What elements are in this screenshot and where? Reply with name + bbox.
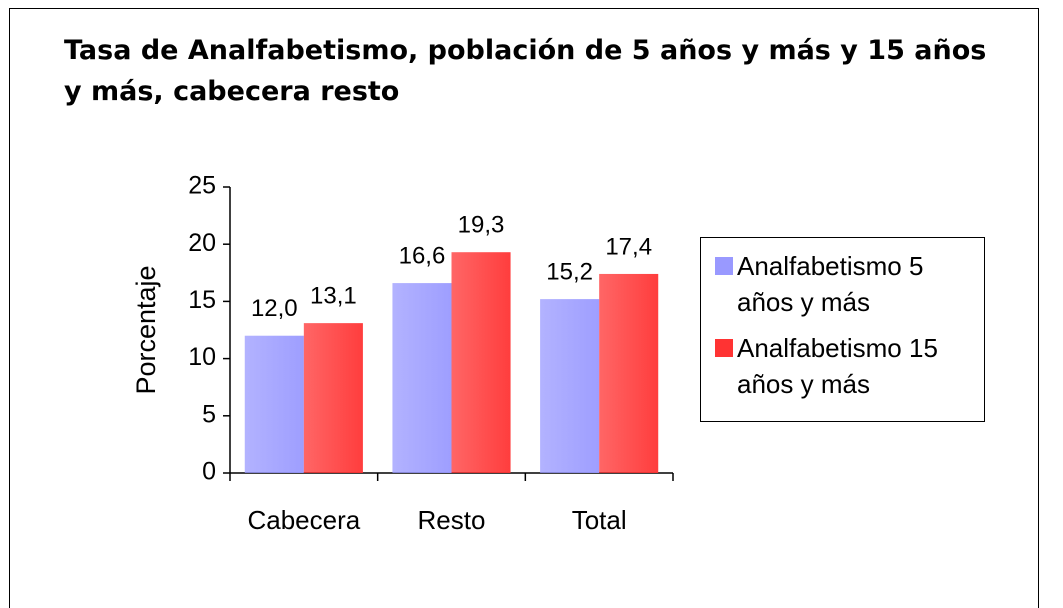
- y-axis-label: Porcentaje: [131, 265, 161, 394]
- bar: [303, 323, 363, 473]
- bar: [392, 283, 452, 473]
- bar: [540, 299, 600, 473]
- data-label: 12,0: [251, 295, 298, 322]
- bar: [244, 335, 304, 473]
- data-label: 17,4: [605, 233, 652, 260]
- y-tick-label: 0: [202, 458, 216, 486]
- y-tick-label: 15: [188, 286, 216, 314]
- y-tick-label: 5: [202, 400, 216, 428]
- legend-label: Analfabetismo 5 años y más: [737, 251, 924, 317]
- data-label: 16,6: [399, 242, 446, 269]
- legend-swatch: [715, 339, 733, 357]
- data-label: 13,1: [310, 282, 357, 309]
- legend-entry: Analfabetismo 15 años y más: [715, 330, 976, 402]
- legend-label: Analfabetismo 15 años y más: [737, 333, 938, 399]
- bar: [451, 252, 511, 473]
- frame: [9, 8, 1039, 608]
- data-label: 19,3: [458, 212, 505, 239]
- x-tick-label: Cabecera: [247, 505, 360, 535]
- y-tick-label: 10: [188, 343, 216, 371]
- y-tick-label: 25: [188, 172, 216, 200]
- x-tick-label: Total: [572, 505, 627, 535]
- legend-swatch: [715, 257, 733, 275]
- data-label: 15,2: [546, 258, 593, 285]
- bar: [599, 273, 659, 473]
- legend: Analfabetismo 5 años y más Analfabetismo …: [700, 237, 985, 422]
- y-tick-label: 20: [188, 229, 216, 257]
- legend-entry: Analfabetismo 5 años y más: [715, 248, 976, 320]
- x-tick-label: Resto: [418, 505, 486, 535]
- chart-title: Tasa de Analfabetismo, población de 5 añ…: [64, 35, 987, 107]
